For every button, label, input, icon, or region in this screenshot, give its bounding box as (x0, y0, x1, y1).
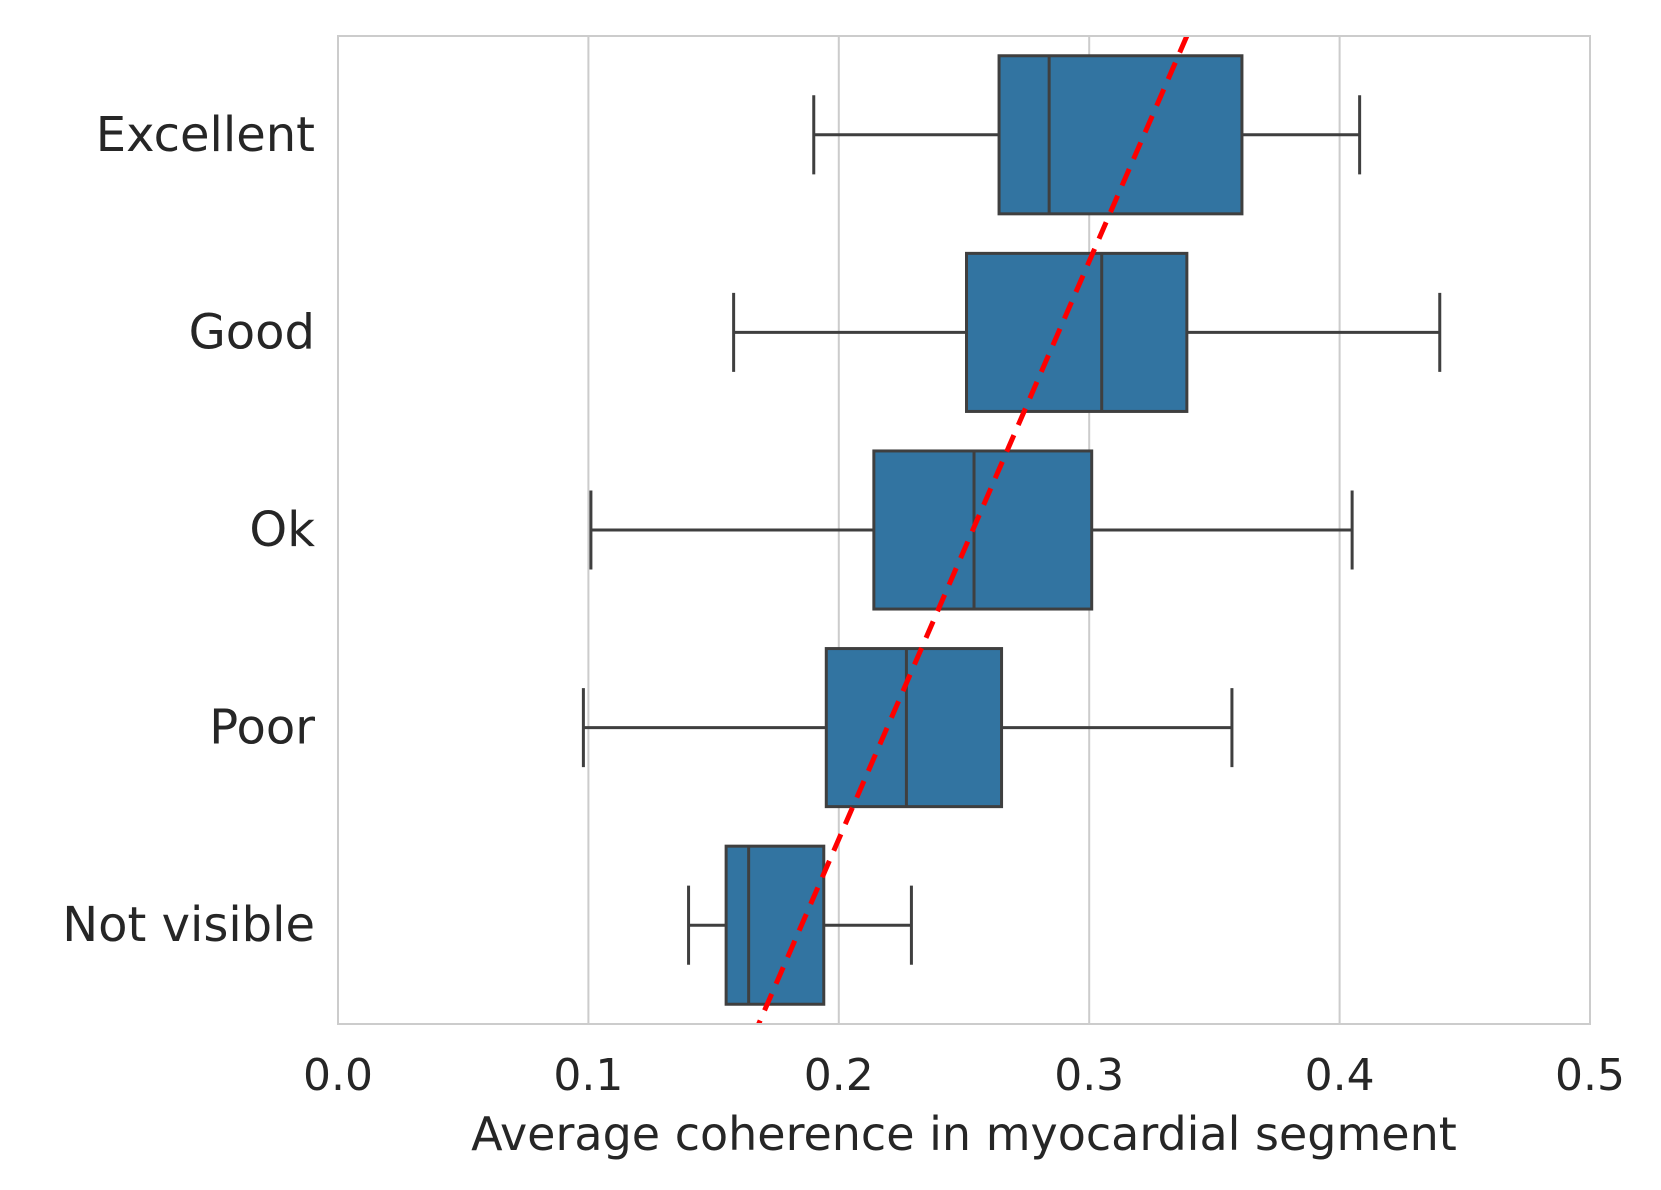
trend-line (756, 35, 1190, 1025)
box-group (589, 449, 1354, 611)
y-category-label: Good (189, 304, 315, 360)
x-tick-label: 0.2 (804, 1050, 874, 1101)
box-group (581, 647, 1234, 809)
y-category-label: Excellent (96, 107, 315, 163)
box-iqr (724, 844, 826, 1006)
y-category-label: Poor (209, 700, 315, 756)
y-category-labels: Excellent Good Ok Poor Not visible (62, 107, 315, 953)
box-layer (581, 54, 1442, 1006)
box-iqr (872, 449, 1094, 611)
x-tick-label: 0.0 (303, 1050, 373, 1101)
x-tick-labels: 0.0 0.1 0.2 0.3 0.4 0.5 (303, 1050, 1625, 1101)
box-iqr (997, 54, 1244, 216)
x-tick-label: 0.4 (1305, 1050, 1375, 1101)
box-group (687, 844, 913, 1006)
plot-frame (337, 35, 1591, 1025)
x-tick-label: 0.5 (1555, 1050, 1625, 1101)
x-axis-title: Average coherence in myocardial segment (471, 1107, 1457, 1161)
y-category-label: Not visible (62, 897, 315, 953)
x-tick-label: 0.3 (1054, 1050, 1124, 1101)
box-iqr (965, 251, 1189, 413)
y-category-label: Ok (249, 502, 315, 558)
x-tick-label: 0.1 (553, 1050, 623, 1101)
box-group (732, 251, 1442, 413)
box-iqr (824, 647, 1004, 809)
box-group (812, 54, 1362, 216)
trend-layer (756, 35, 1190, 1025)
